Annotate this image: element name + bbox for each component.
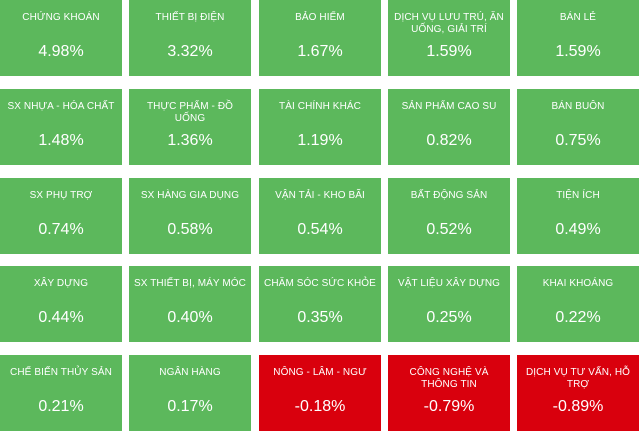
sector-tile[interactable]: TÀI CHÍNH KHÁC 1.19% bbox=[259, 89, 381, 165]
sector-name: CHĂM SÓC SỨC KHỎE bbox=[264, 278, 376, 289]
sector-tile[interactable]: TIỆN ÍCH 0.49% bbox=[517, 178, 639, 254]
sector-name: BẤT ĐỘNG SẢN bbox=[410, 190, 488, 201]
sector-tile[interactable]: BẢO HIỂM 1.67% bbox=[259, 0, 381, 76]
sector-name: NGÂN HÀNG bbox=[159, 367, 221, 378]
sector-tile[interactable]: KHAI KHOÁNG 0.22% bbox=[517, 266, 639, 342]
sector-name: SX HÀNG GIA DỤNG bbox=[140, 190, 240, 201]
sector-change: 0.17% bbox=[167, 398, 213, 415]
sector-tile[interactable]: VẬN TẢI - KHO BÃI 0.54% bbox=[259, 178, 381, 254]
sector-change: 0.21% bbox=[38, 398, 84, 415]
sector-change: 0.74% bbox=[38, 221, 84, 238]
sector-tile[interactable]: SX NHỰA - HÓA CHẤT 1.48% bbox=[0, 89, 122, 165]
sector-change: 1.59% bbox=[555, 43, 601, 60]
sector-tile[interactable]: DỊCH VỤ LƯU TRÚ, ĂN UỐNG, GIẢI TRÍ 1.59% bbox=[388, 0, 510, 76]
sector-name: BÁN BUÔN bbox=[551, 101, 605, 112]
sector-name: SX THIẾT BỊ, MÁY MÓC bbox=[133, 278, 247, 289]
sector-name: DỊCH VỤ TƯ VẤN, HỖ TRỢ bbox=[525, 367, 631, 390]
sector-change: 0.75% bbox=[555, 132, 601, 149]
sector-tile[interactable]: CHẾ BIẾN THỦY SẢN 0.21% bbox=[0, 355, 122, 431]
sector-tile[interactable]: SẢN PHẨM CAO SU 0.82% bbox=[388, 89, 510, 165]
sector-tile[interactable]: CÔNG NGHỆ VÀ THÔNG TIN -0.79% bbox=[388, 355, 510, 431]
sector-change: 1.19% bbox=[297, 132, 343, 149]
sector-change: 0.49% bbox=[555, 221, 601, 238]
sector-tile[interactable]: THIẾT BỊ ĐIỆN 3.32% bbox=[129, 0, 251, 76]
sector-change: 1.59% bbox=[426, 43, 472, 60]
sector-tile[interactable]: NÔNG - LÂM - NGƯ -0.18% bbox=[259, 355, 381, 431]
sector-tile[interactable]: THỰC PHẨM - ĐỒ UỐNG 1.36% bbox=[129, 89, 251, 165]
sector-change: 1.36% bbox=[167, 132, 213, 149]
sector-change: 0.44% bbox=[38, 309, 84, 326]
sector-tile[interactable]: BÁN BUÔN 0.75% bbox=[517, 89, 639, 165]
sector-name: VẬT LIỆU XÂY DỰNG bbox=[397, 278, 501, 289]
sector-change: -0.79% bbox=[423, 398, 475, 415]
sector-name: TÀI CHÍNH KHÁC bbox=[279, 101, 361, 112]
sector-name: BÁN LẺ bbox=[559, 12, 597, 23]
sector-name: TIỆN ÍCH bbox=[556, 190, 600, 201]
sector-name: SX PHỤ TRỢ bbox=[29, 190, 93, 201]
sector-tile[interactable]: BẤT ĐỘNG SẢN 0.52% bbox=[388, 178, 510, 254]
sector-change: -0.89% bbox=[552, 398, 604, 415]
sector-tile[interactable]: CHĂM SÓC SỨC KHỎE 0.35% bbox=[259, 266, 381, 342]
sector-tile[interactable]: VẬT LIỆU XÂY DỰNG 0.25% bbox=[388, 266, 510, 342]
sector-change: 3.32% bbox=[167, 43, 213, 60]
sector-change: 1.48% bbox=[38, 132, 84, 149]
sector-name: NÔNG - LÂM - NGƯ bbox=[273, 367, 367, 378]
sector-change: 1.67% bbox=[297, 43, 343, 60]
sector-tile[interactable]: SX PHỤ TRỢ 0.74% bbox=[0, 178, 122, 254]
sector-change: 0.58% bbox=[167, 221, 213, 238]
sector-change: 0.54% bbox=[297, 221, 343, 238]
sector-tile[interactable]: XÂY DỰNG 0.44% bbox=[0, 266, 122, 342]
sector-name: SX NHỰA - HÓA CHẤT bbox=[7, 101, 115, 112]
sector-change: 0.35% bbox=[297, 309, 343, 326]
sector-change: 0.40% bbox=[167, 309, 213, 326]
sector-name: THIẾT BỊ ĐIỆN bbox=[155, 12, 225, 23]
sector-name: SẢN PHẨM CAO SU bbox=[401, 101, 497, 112]
sector-name: VẬN TẢI - KHO BÃI bbox=[275, 190, 365, 201]
sector-name: CHỨNG KHOÁN bbox=[22, 12, 100, 23]
sector-tile[interactable]: CHỨNG KHOÁN 4.98% bbox=[0, 0, 122, 76]
sector-change: 0.22% bbox=[555, 309, 601, 326]
sector-name: CHẾ BIẾN THỦY SẢN bbox=[10, 367, 112, 378]
sector-change: -0.18% bbox=[294, 398, 346, 415]
sector-tile[interactable]: NGÂN HÀNG 0.17% bbox=[129, 355, 251, 431]
sector-change: 0.52% bbox=[426, 221, 472, 238]
sector-change: 4.98% bbox=[38, 43, 84, 60]
sector-name: THỰC PHẨM - ĐỒ UỐNG bbox=[146, 101, 234, 124]
sector-name: XÂY DỰNG bbox=[33, 278, 89, 289]
sector-tile[interactable]: BÁN LẺ 1.59% bbox=[517, 0, 639, 76]
sector-change: 0.82% bbox=[426, 132, 472, 149]
sector-name: KHAI KHOÁNG bbox=[542, 278, 614, 289]
sector-name: DỊCH VỤ LƯU TRÚ, ĂN UỐNG, GIẢI TRÍ bbox=[394, 12, 504, 35]
sector-name: CÔNG NGHỆ VÀ THÔNG TIN bbox=[409, 367, 489, 390]
sector-tile[interactable]: SX THIẾT BỊ, MÁY MÓC 0.40% bbox=[129, 266, 251, 342]
sector-tile[interactable]: DỊCH VỤ TƯ VẤN, HỖ TRỢ -0.89% bbox=[517, 355, 639, 431]
sector-tile[interactable]: SX HÀNG GIA DỤNG 0.58% bbox=[129, 178, 251, 254]
sector-name: BẢO HIỂM bbox=[295, 12, 345, 23]
sector-change: 0.25% bbox=[426, 309, 472, 326]
